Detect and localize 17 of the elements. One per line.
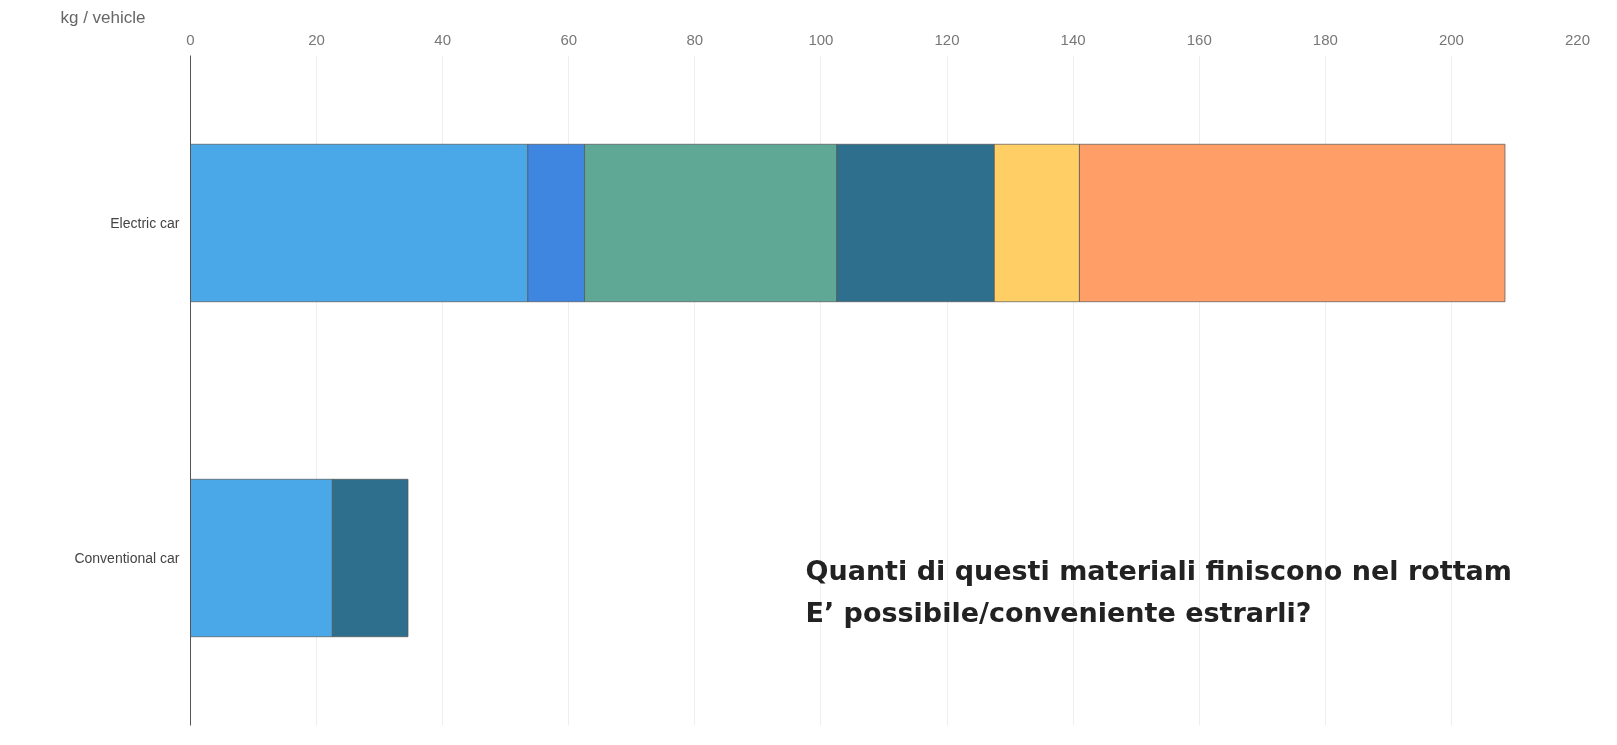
x-axis-title: kg / vehicle (60, 7, 146, 27)
x-tick-label: 140 (1060, 30, 1086, 48)
x-tick-label: 40 (434, 30, 452, 48)
x-tick-label: 160 (1186, 30, 1212, 48)
x-tick-label: 20 (308, 30, 325, 48)
y-tick-label: Electric car (110, 215, 180, 231)
x-tick-label: 100 (808, 30, 834, 48)
x-tick-label: 120 (934, 30, 960, 48)
annotation: Quanti di questi materiali finiscono nel rottam (805, 554, 1512, 586)
x-tick-label: 60 (560, 30, 578, 48)
y-tick-label: Conventional car (74, 550, 180, 566)
x-tick-label: 200 (1438, 30, 1464, 48)
x-tick-label: 220 (1564, 30, 1591, 48)
annotation: E’ possibile/conveniente estrarli? (805, 596, 1312, 628)
x-tick-label: 180 (1312, 30, 1338, 48)
x-tick-label: 80 (686, 30, 704, 48)
x-tick-label: 0 (186, 30, 195, 48)
